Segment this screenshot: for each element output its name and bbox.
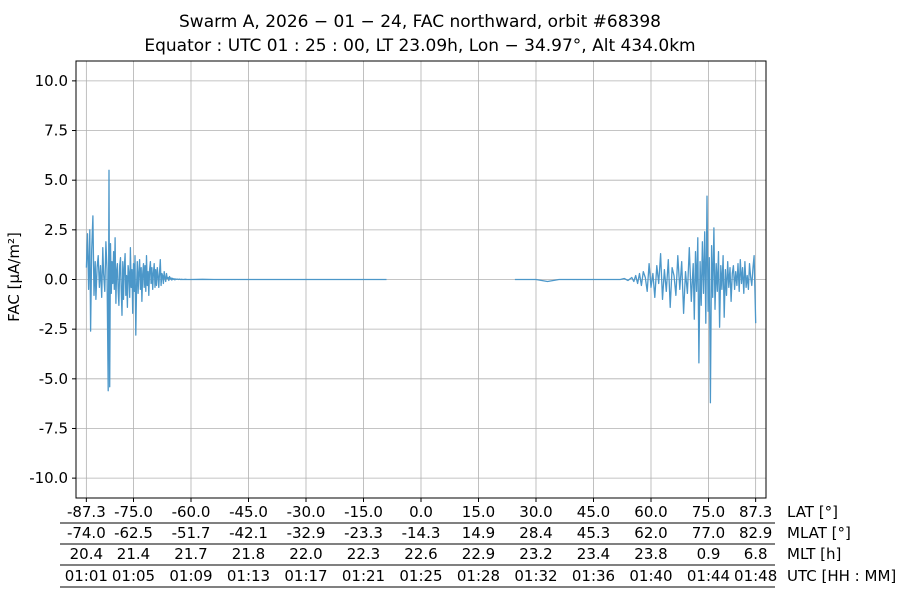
x-tick-label: 01:25 bbox=[399, 567, 442, 585]
x-tick-label: 21.7 bbox=[174, 545, 207, 563]
x-tick-label: 75.0 bbox=[692, 503, 725, 521]
x-tick-label: 01:01 bbox=[65, 567, 108, 585]
x-tick-label: 23.8 bbox=[634, 545, 667, 563]
y-tick-label: 2.5 bbox=[44, 221, 68, 239]
x-tick-label: -60.0 bbox=[172, 503, 211, 521]
x-tick-label: 28.4 bbox=[519, 524, 552, 542]
x-tick-label: 01:40 bbox=[629, 567, 672, 585]
x-tick-label: 21.4 bbox=[117, 545, 150, 563]
x-tick-label: 60.0 bbox=[634, 503, 667, 521]
x-tick-label: -14.3 bbox=[402, 524, 441, 542]
x-tick-label: 0.9 bbox=[697, 545, 721, 563]
x-tick-label: -23.3 bbox=[344, 524, 383, 542]
x-tick-label: 0.0 bbox=[409, 503, 433, 521]
x-tick-label: 14.9 bbox=[462, 524, 495, 542]
fac-series-segment-1 bbox=[85, 169, 387, 392]
x-tick-label: 23.2 bbox=[519, 545, 552, 563]
x-axis-row-name: UTC [HH : MM] bbox=[787, 567, 896, 585]
x-tick-label: 20.4 bbox=[70, 545, 103, 563]
x-tick-label: 6.8 bbox=[744, 545, 768, 563]
x-tick-label: -32.9 bbox=[287, 524, 326, 542]
x-tick-label: 01:05 bbox=[112, 567, 155, 585]
x-tick-label: 01:44 bbox=[687, 567, 730, 585]
x-tick-label: -74.0 bbox=[67, 524, 106, 542]
x-tick-label: 01:48 bbox=[734, 567, 777, 585]
y-tick-label: -10.0 bbox=[29, 469, 68, 487]
x-tick-label: 15.0 bbox=[462, 503, 495, 521]
y-tick-label: 5.0 bbox=[44, 171, 68, 189]
x-tick-label: -30.0 bbox=[287, 503, 326, 521]
y-tick-label: 7.5 bbox=[44, 122, 68, 140]
x-tick-label: 22.9 bbox=[462, 545, 495, 563]
y-tick-label: -7.5 bbox=[39, 419, 68, 437]
x-tick-label: 77.0 bbox=[692, 524, 725, 542]
x-tick-label: 01:28 bbox=[457, 567, 500, 585]
x-tick-label: 22.0 bbox=[289, 545, 322, 563]
x-tick-label: 01:32 bbox=[514, 567, 557, 585]
x-tick-label: -42.1 bbox=[229, 524, 268, 542]
x-axis-row-name: MLT [h] bbox=[787, 545, 841, 563]
x-tick-label: 62.0 bbox=[634, 524, 667, 542]
y-tick-label: -2.5 bbox=[39, 320, 68, 338]
x-tick-label: 87.3 bbox=[739, 503, 772, 521]
x-tick-label: -15.0 bbox=[344, 503, 383, 521]
x-tick-label: -75.0 bbox=[114, 503, 153, 521]
x-tick-label: 01:13 bbox=[227, 567, 270, 585]
x-tick-label: 45.0 bbox=[577, 503, 610, 521]
x-tick-label: 23.4 bbox=[577, 545, 610, 563]
x-tick-label: -51.7 bbox=[172, 524, 211, 542]
x-tick-label: -62.5 bbox=[114, 524, 153, 542]
chart-title-line-1: Swarm A, 2026 − 01 − 24, FAC northward, … bbox=[179, 12, 661, 32]
x-tick-label: 30.0 bbox=[519, 503, 552, 521]
x-tick-label: -87.3 bbox=[67, 503, 106, 521]
x-tick-label: 22.6 bbox=[404, 545, 437, 563]
fac-series-segment-2 bbox=[514, 195, 757, 404]
x-tick-label: 22.3 bbox=[347, 545, 380, 563]
x-tick-label: 01:36 bbox=[572, 567, 615, 585]
x-tick-label: 01:21 bbox=[342, 567, 385, 585]
x-axis-row-name: MLAT [°] bbox=[787, 524, 851, 542]
y-tick-label: 0.0 bbox=[44, 271, 68, 289]
chart-title-line-2: Equator : UTC 01 : 25 : 00, LT 23.09h, L… bbox=[144, 36, 696, 56]
x-axis-row-name: LAT [°] bbox=[787, 503, 838, 521]
x-tick-label: -45.0 bbox=[229, 503, 268, 521]
x-tick-label: 82.9 bbox=[739, 524, 772, 542]
y-tick-label: 10.0 bbox=[35, 72, 68, 90]
x-tick-label: 01:09 bbox=[169, 567, 212, 585]
y-tick-label: -5.0 bbox=[39, 370, 68, 388]
x-tick-label: 21.8 bbox=[232, 545, 265, 563]
x-tick-label: 01:17 bbox=[284, 567, 327, 585]
x-tick-label: 45.3 bbox=[577, 524, 610, 542]
